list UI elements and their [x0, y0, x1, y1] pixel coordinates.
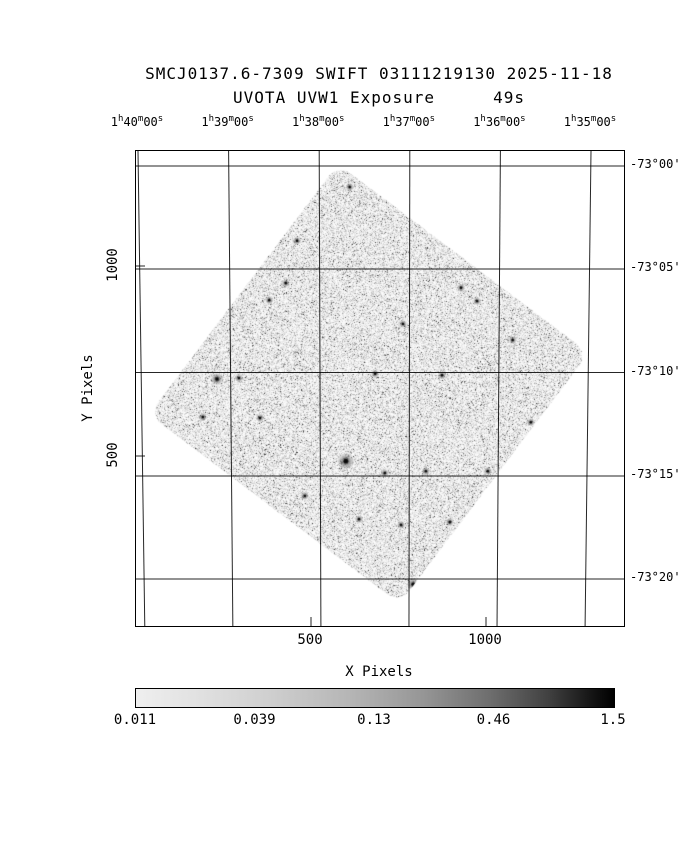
plot-title: SMCJ0137.6-7309 SWIFT 03111219130 2025-1… [135, 64, 623, 83]
dec-tick-label: -73°20' [630, 570, 680, 584]
colorbar-tick-label: 0.13 [357, 712, 391, 728]
plot-subtitle: UVOTA UVW1 Exposure 49s [135, 88, 623, 107]
colorbar [135, 688, 615, 708]
exposure-map-page: SMCJ0137.6-7309 SWIFT 03111219130 2025-1… [0, 0, 680, 850]
colorbar-tick-label: 1.5 [600, 712, 625, 728]
y-axis-title: Y Pixels [80, 354, 96, 421]
ra-tick-label: 1h36m00s [473, 114, 525, 129]
exposure-time-value: 49s [493, 88, 525, 107]
colorbar-tick-label: 0.039 [233, 712, 275, 728]
ra-tick-label: 1h40m00s [111, 114, 163, 129]
title-block: SMCJ0137.6-7309 SWIFT 03111219130 2025-1… [135, 64, 623, 107]
dec-tick-label: -73°15' [630, 467, 680, 481]
x-pixel-tick-label: 500 [297, 632, 322, 648]
x-pixel-tick-label: 1000 [468, 632, 502, 648]
dec-tick-label: -73°00' [630, 157, 680, 171]
colorbar-tick-label: 0.46 [477, 712, 511, 728]
ra-tick-label: 1h37m00s [383, 114, 435, 129]
dec-tick-label: -73°05' [630, 260, 680, 274]
plot-frame [135, 150, 625, 627]
ra-tick-label: 1h38m00s [292, 114, 344, 129]
y-pixel-tick-label: 1000 [105, 248, 121, 282]
dec-tick-label: -73°10' [630, 364, 680, 378]
ra-tick-label: 1h39m00s [201, 114, 253, 129]
ra-tick-label: 1h35m00s [564, 114, 616, 129]
exposure-mode-label: UVOTA UVW1 Exposure [233, 88, 435, 107]
coordinate-grid [136, 151, 624, 626]
x-axis-title: X Pixels [135, 664, 623, 680]
colorbar-tick-label: 0.011 [114, 712, 156, 728]
y-pixel-tick-label: 500 [105, 442, 121, 467]
